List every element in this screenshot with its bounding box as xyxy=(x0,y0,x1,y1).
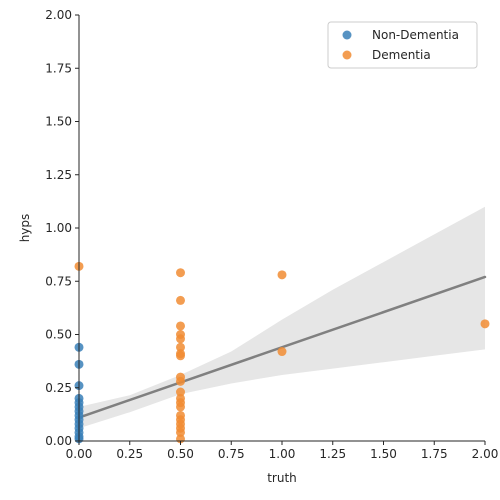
y-tick-label: 0.25 xyxy=(45,381,72,395)
x-tick-label: 2.00 xyxy=(472,447,499,461)
y-tick-label: 2.00 xyxy=(45,8,72,22)
data-point-dementia xyxy=(176,387,185,397)
x-tick-label: 0.25 xyxy=(116,447,143,461)
x-tick-label: 0.50 xyxy=(167,447,194,461)
data-point-dementia xyxy=(176,342,185,352)
y-axis-label: hyps xyxy=(18,214,32,243)
data-point-dementia xyxy=(277,270,287,280)
data-point-dementia xyxy=(480,319,490,329)
legend: Non-Dementia Dementia xyxy=(327,21,478,69)
confidence-band-layer xyxy=(79,206,485,429)
data-point-dementia xyxy=(176,351,185,361)
data-point-dementia xyxy=(277,347,287,357)
data-point-dementia xyxy=(176,427,185,437)
x-tick-label: 0.00 xyxy=(66,447,93,461)
y-tick-label: 0.50 xyxy=(45,328,72,342)
data-point-dementia xyxy=(176,334,185,344)
legend-marker-dementia xyxy=(342,50,352,60)
y-tick-label: 0.75 xyxy=(45,274,72,288)
y-tick-label: 1.75 xyxy=(45,61,72,75)
y-tick-label: 0.00 xyxy=(45,434,72,448)
axes-layer: 0.00 0.25 0.50 0.75 1.00 1.25 1.50 1.75 2.00 0.00… xyxy=(45,8,498,461)
confidence-band xyxy=(79,206,485,429)
data-point-dementia xyxy=(176,268,185,278)
data-point-dementia xyxy=(176,295,185,305)
data-point-dementia xyxy=(176,402,185,412)
x-tick-label: 0.75 xyxy=(218,447,245,461)
y-tick-label: 1.00 xyxy=(45,221,72,235)
x-tick-label: 1.50 xyxy=(370,447,397,461)
y-tick-label: 1.25 xyxy=(45,168,72,182)
data-point-dementia xyxy=(176,376,185,386)
x-tick-label: 1.75 xyxy=(421,447,448,461)
x-axis-label: truth xyxy=(267,471,297,485)
legend-label-dementia: Dementia xyxy=(372,48,431,62)
legend-marker-non-dementia xyxy=(342,30,352,40)
data-point-dementia xyxy=(176,321,185,331)
x-tick-label: 1.25 xyxy=(319,447,346,461)
y-tick-label: 1.50 xyxy=(45,115,72,129)
x-tick-label: 1.00 xyxy=(269,447,296,461)
legend-label-non-dementia: Non-Dementia xyxy=(372,28,459,42)
legend-frame xyxy=(327,21,478,69)
